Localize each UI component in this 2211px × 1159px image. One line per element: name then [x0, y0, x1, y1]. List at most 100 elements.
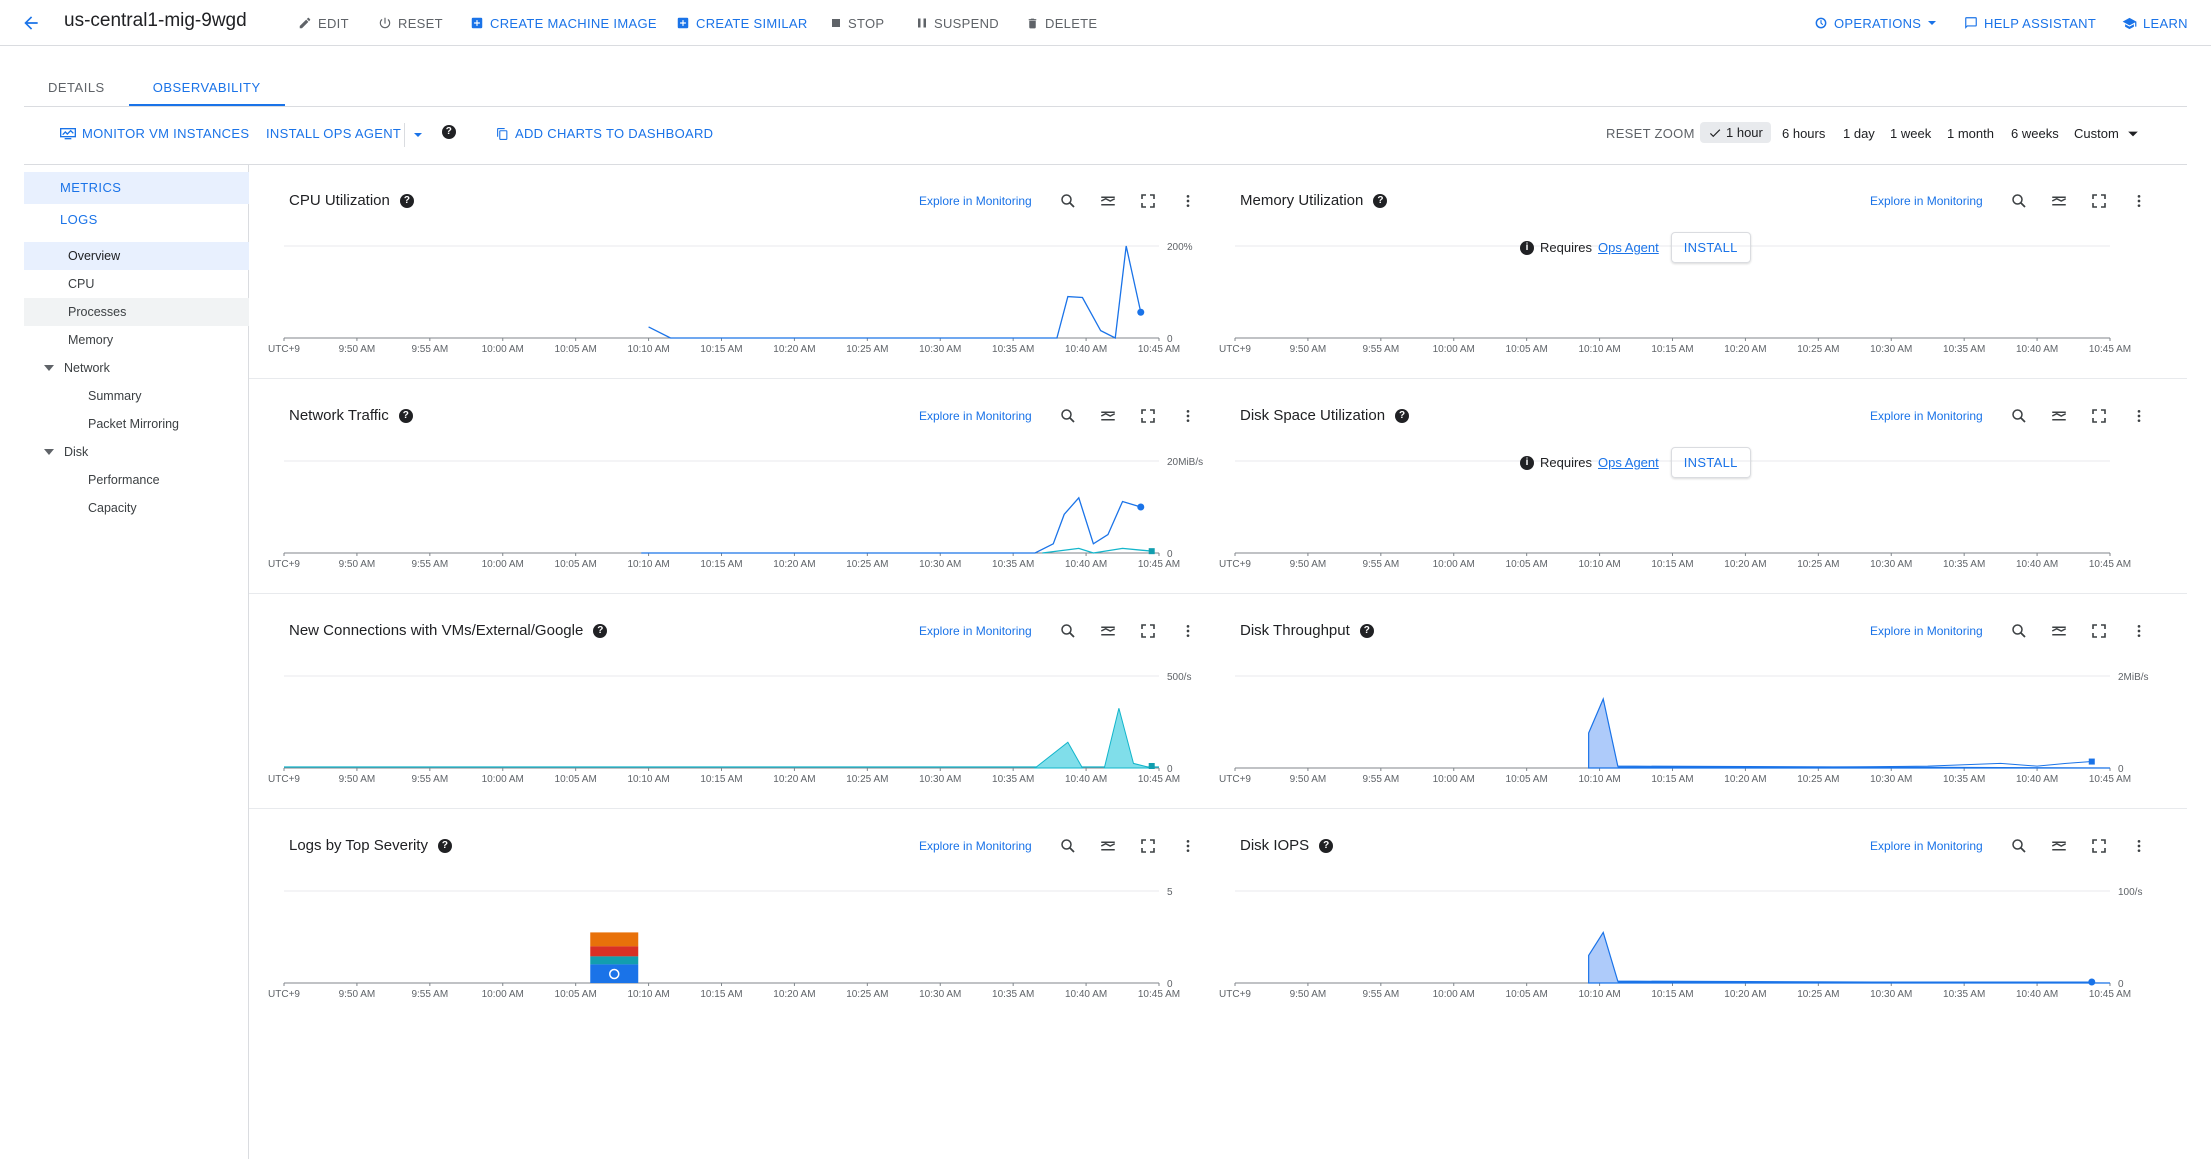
x-tick-label: 10:25 AM	[1797, 989, 1839, 1000]
explore-in-monitoring-link[interactable]: Explore in Monitoring	[919, 409, 1032, 423]
explore-in-monitoring-link[interactable]: Explore in Monitoring	[1870, 624, 1983, 638]
zoom-icon[interactable]	[1059, 407, 1077, 425]
explore-in-monitoring-link[interactable]: Explore in Monitoring	[1870, 839, 1983, 853]
legend-icon[interactable]	[2050, 407, 2068, 425]
toolbar-help-icon[interactable]: ?	[442, 125, 456, 139]
zoom-icon[interactable]	[1059, 192, 1077, 210]
sidebar-item-capacity[interactable]: Capacity	[88, 501, 137, 515]
create-similar-button[interactable]: CREATE SIMILAR	[676, 12, 808, 34]
suspend-button[interactable]: SUSPEND	[916, 12, 999, 34]
tab-observability[interactable]: OBSERVABILITY	[128, 72, 285, 106]
help-icon[interactable]: ?	[1395, 408, 1410, 423]
zoom-icon[interactable]	[1059, 622, 1077, 640]
sidebar-item-network[interactable]: Network	[24, 354, 249, 382]
top-bar: us-central1-mig-9wgd EDIT RESET CREATE M…	[0, 0, 2211, 46]
help-icon[interactable]: ?	[1319, 838, 1334, 853]
install-ops-agent-dropdown[interactable]	[404, 123, 423, 147]
sidebar-item-performance[interactable]: Performance	[88, 473, 160, 487]
more-vert-icon[interactable]	[1179, 622, 1197, 640]
legend-icon[interactable]	[1099, 192, 1117, 210]
more-vert-icon[interactable]	[2130, 837, 2148, 855]
legend-icon[interactable]	[2050, 192, 2068, 210]
ops-agent-link[interactable]: Ops Agent	[1598, 240, 1659, 255]
monitor-vm-instances-button[interactable]: MONITOR VM INSTANCES	[60, 126, 249, 141]
sidebar-item-summary[interactable]: Summary	[88, 389, 142, 403]
help-icon[interactable]: ?	[1359, 623, 1374, 638]
sidebar-item-processes[interactable]: Processes	[24, 298, 249, 326]
fullscreen-icon[interactable]	[1139, 192, 1157, 210]
legend-icon[interactable]	[1099, 622, 1117, 640]
fullscreen-icon[interactable]	[1139, 837, 1157, 855]
more-vert-icon[interactable]	[1179, 837, 1197, 855]
zoom-icon[interactable]	[2010, 407, 2028, 425]
ops-agent-link[interactable]: Ops Agent	[1598, 455, 1659, 470]
range-6-hours[interactable]: 6 hours	[1782, 126, 1826, 141]
x-tick-label: 10:05 AM	[1506, 559, 1548, 570]
x-tick-label: 10:30 AM	[919, 774, 961, 785]
edit-button[interactable]: EDIT	[298, 12, 349, 34]
legend-icon[interactable]	[2050, 837, 2068, 855]
install-ops-agent-button[interactable]: INSTALL OPS AGENT	[266, 126, 401, 141]
range-custom-dropdown[interactable]: Custom	[2074, 126, 2139, 141]
help-icon[interactable]: ?	[437, 838, 452, 853]
legend-icon[interactable]	[2050, 622, 2068, 640]
more-vert-icon[interactable]	[2130, 192, 2148, 210]
explore-in-monitoring-link[interactable]: Explore in Monitoring	[919, 839, 1032, 853]
zoom-icon[interactable]	[2010, 837, 2028, 855]
reset-button[interactable]: RESET	[378, 12, 443, 34]
zoom-icon[interactable]	[1059, 837, 1077, 855]
y-min-label: 0	[2118, 979, 2124, 990]
x-tick-label: 10:20 AM	[773, 344, 815, 355]
range-1-month[interactable]: 1 month	[1947, 126, 1994, 141]
create-machine-image-button[interactable]: CREATE MACHINE IMAGE	[470, 12, 657, 34]
install-button[interactable]: INSTALL	[1670, 447, 1751, 478]
sidebar-item-logs[interactable]: LOGS	[60, 212, 98, 227]
back-arrow-icon[interactable]	[16, 8, 46, 38]
help-icon[interactable]: ?	[398, 408, 413, 423]
fullscreen-icon[interactable]	[2090, 837, 2108, 855]
more-vert-icon[interactable]	[2130, 407, 2148, 425]
range-1-week[interactable]: 1 week	[1890, 126, 1932, 141]
explore-in-monitoring-link[interactable]: Explore in Monitoring	[1870, 194, 1983, 208]
x-tick-label: 10:10 AM	[1578, 989, 1620, 1000]
chart-plot: UTC+9 9:50 AM 9:55 AM 10:00 AM 10:05 AM 10:10…	[268, 242, 1193, 355]
chart-plot: UTC+9 9:50 AM 9:55 AM 10:00 AM 10:05 AM 10:10…	[1219, 672, 2149, 785]
fullscreen-icon[interactable]	[2090, 622, 2108, 640]
stop-button[interactable]: STOP	[830, 12, 884, 34]
fullscreen-icon[interactable]	[2090, 407, 2108, 425]
sidebar-item-disk[interactable]: Disk	[24, 438, 249, 466]
add-charts-to-dashboard-button[interactable]: ADD CHARTS TO DASHBOARD	[496, 126, 713, 141]
tab-details[interactable]: DETAILS	[48, 80, 105, 95]
fullscreen-icon[interactable]	[2090, 192, 2108, 210]
range-1-hour[interactable]: 1 hour	[1700, 122, 1771, 143]
more-vert-icon[interactable]	[1179, 407, 1197, 425]
range-6-weeks[interactable]: 6 weeks	[2011, 126, 2059, 141]
range-1-day[interactable]: 1 day	[1843, 126, 1875, 141]
more-vert-icon[interactable]	[2130, 622, 2148, 640]
help-icon[interactable]: ?	[593, 623, 608, 638]
more-vert-icon[interactable]	[1179, 192, 1197, 210]
reset-zoom-button[interactable]: RESET ZOOM	[1606, 126, 1695, 141]
install-button[interactable]: INSTALL	[1670, 232, 1751, 263]
legend-icon[interactable]	[1099, 407, 1117, 425]
x-tick-label: 10:35 AM	[992, 774, 1034, 785]
explore-in-monitoring-link[interactable]: Explore in Monitoring	[1870, 409, 1983, 423]
legend-icon[interactable]	[1099, 837, 1117, 855]
sidebar-item-packet-mirroring[interactable]: Packet Mirroring	[88, 417, 179, 431]
sidebar-item-cpu[interactable]: CPU	[68, 277, 95, 291]
zoom-icon[interactable]	[2010, 192, 2028, 210]
explore-in-monitoring-link[interactable]: Explore in Monitoring	[919, 624, 1032, 638]
zoom-icon[interactable]	[2010, 622, 2028, 640]
fullscreen-icon[interactable]	[1139, 407, 1157, 425]
help-icon[interactable]: ?	[399, 193, 414, 208]
explore-in-monitoring-link[interactable]: Explore in Monitoring	[919, 194, 1032, 208]
help-icon[interactable]: ?	[1373, 193, 1388, 208]
sidebar-item-overview[interactable]: Overview	[24, 242, 249, 270]
operations-button[interactable]: OPERATIONS	[1814, 12, 1937, 34]
sidebar-item-metrics[interactable]: METRICS	[24, 172, 249, 204]
help-assistant-button[interactable]: HELP ASSISTANT	[1964, 12, 2096, 34]
fullscreen-icon[interactable]	[1139, 622, 1157, 640]
sidebar-item-memory[interactable]: Memory	[68, 333, 114, 347]
learn-button[interactable]: LEARN	[2122, 12, 2188, 34]
delete-button[interactable]: DELETE	[1026, 12, 1097, 34]
